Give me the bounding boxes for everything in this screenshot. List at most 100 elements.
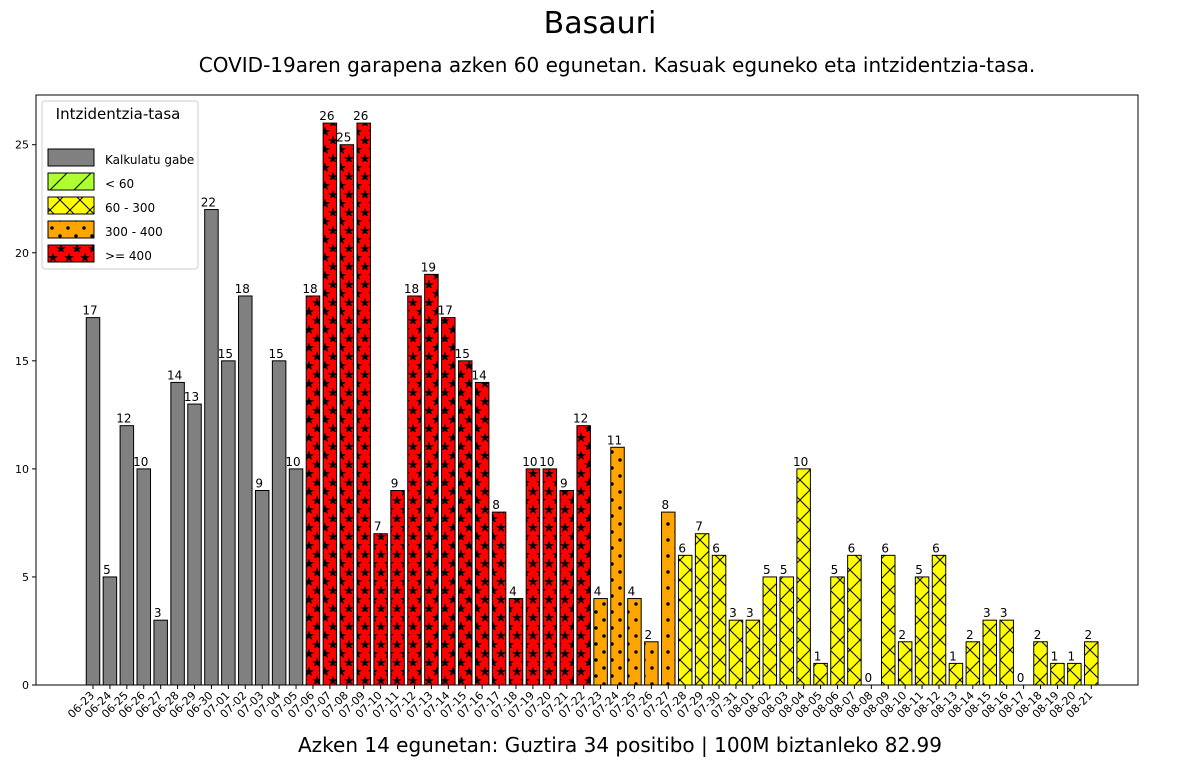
bar (272, 360, 286, 685)
bar-value-label: 5 (915, 563, 923, 577)
y-tick-label: 20 (15, 247, 29, 260)
bar-value-label: 6 (881, 541, 889, 555)
bar-value-label: 3 (983, 606, 991, 620)
bar-hatch (475, 382, 489, 685)
bar-hatch (949, 663, 963, 685)
bar-hatch (526, 468, 540, 685)
bar-hatch (441, 317, 456, 685)
bar-hatch (492, 512, 506, 685)
bar-value-label: 26 (319, 109, 334, 123)
bar-hatch (779, 576, 794, 685)
bar-value-label: 0 (864, 671, 872, 685)
bar-value-label: 15 (455, 347, 470, 361)
bar-hatch (543, 468, 557, 685)
bar-value-label: 15 (218, 347, 233, 361)
bar-value-label: 12 (116, 412, 131, 426)
bar (187, 404, 202, 685)
legend-title: Intzidentzia-tasa (56, 105, 181, 123)
legend-swatch-hatch (48, 221, 94, 238)
bar-hatch (627, 598, 642, 685)
bar-value-label: 10 (285, 455, 300, 469)
bar-value-label: 2 (1084, 628, 1092, 642)
bar-hatch (458, 360, 472, 685)
bar-hatch (593, 598, 608, 685)
bar (289, 468, 303, 685)
y-tick-label: 15 (15, 355, 29, 368)
bar-hatch (661, 512, 676, 685)
bar (137, 468, 151, 685)
bar-hatch (999, 620, 1014, 685)
bar-value-label: 6 (932, 541, 940, 555)
bar-value-label: 10 (793, 455, 808, 469)
bar-value-label: 11 (607, 433, 622, 447)
legend-swatch-hatch (48, 245, 94, 262)
bar-hatch (678, 555, 692, 685)
bar-value-label: 18 (404, 282, 419, 296)
bar-value-label: 1 (814, 649, 822, 663)
bar-hatch (983, 620, 997, 685)
bar-value-label: 9 (255, 476, 263, 490)
bar (103, 576, 117, 685)
bar-hatch (407, 295, 422, 685)
summary-footer: Azken 14 egunetan: Guztira 34 positibo |… (297, 733, 942, 757)
bar-value-label: 13 (184, 390, 199, 404)
bar-value-label: 6 (848, 541, 856, 555)
bar-hatch (746, 620, 760, 685)
bar-value-label: 14 (167, 368, 182, 382)
bar-value-label: 10 (522, 455, 537, 469)
bar-hatch (729, 620, 743, 685)
bar-hatch (340, 144, 354, 685)
legend-swatch (48, 149, 94, 166)
legend-swatch-hatch (48, 197, 94, 214)
bar-value-label: 8 (492, 498, 500, 512)
bar-value-label: 5 (780, 563, 788, 577)
bar-hatch (306, 295, 320, 685)
bar-value-label: 17 (82, 304, 97, 318)
bar-value-label: 6 (712, 541, 720, 555)
bar-value-label: 18 (235, 282, 250, 296)
chart-title: Basauri (543, 6, 657, 41)
bar-hatch (898, 641, 912, 685)
bar-value-label: 6 (678, 541, 686, 555)
bar-hatch (966, 641, 980, 685)
bar-hatch (1084, 641, 1099, 685)
bar-value-label: 4 (628, 585, 636, 599)
bar-value-label: 2 (898, 628, 906, 642)
bar-value-label: 3 (154, 606, 162, 620)
bar-hatch (373, 533, 388, 685)
bar-hatch (881, 555, 895, 685)
bar-value-label: 4 (594, 585, 602, 599)
bar-value-label: 19 (421, 260, 436, 274)
bar-value-label: 15 (268, 347, 283, 361)
bar (204, 209, 219, 686)
bar-hatch (509, 598, 523, 685)
bar (153, 620, 168, 685)
bar-hatch (424, 274, 439, 685)
bar-hatch (695, 533, 709, 685)
bar-value-label: 10 (539, 455, 554, 469)
bar-value-label: 3 (1000, 606, 1008, 620)
legend-swatch-outline (47, 220, 95, 239)
legend-swatch-outline (47, 148, 95, 167)
bar-value-label: 5 (103, 563, 111, 577)
bar-hatch (847, 555, 862, 685)
bar (86, 317, 100, 685)
bar-value-label: 18 (302, 282, 317, 296)
legend-item-label: >= 400 (105, 249, 152, 263)
bar-hatch (830, 576, 845, 685)
bar-value-label: 10 (133, 455, 148, 469)
y-tick-label: 5 (22, 571, 29, 584)
bar-hatch (932, 555, 946, 685)
legend-swatch-hatch (48, 173, 94, 190)
bar-hatch (796, 468, 811, 685)
legend-item-label: 300 - 400 (105, 225, 163, 239)
bar-hatch (1050, 663, 1065, 685)
bar-value-label: 25 (336, 131, 351, 145)
bar-hatch (1067, 663, 1082, 685)
bar-value-label: 4 (509, 585, 517, 599)
bar-hatch (915, 576, 929, 685)
legend-swatch-outline (47, 196, 95, 215)
bar (120, 425, 134, 685)
bar-value-label: 5 (831, 563, 839, 577)
